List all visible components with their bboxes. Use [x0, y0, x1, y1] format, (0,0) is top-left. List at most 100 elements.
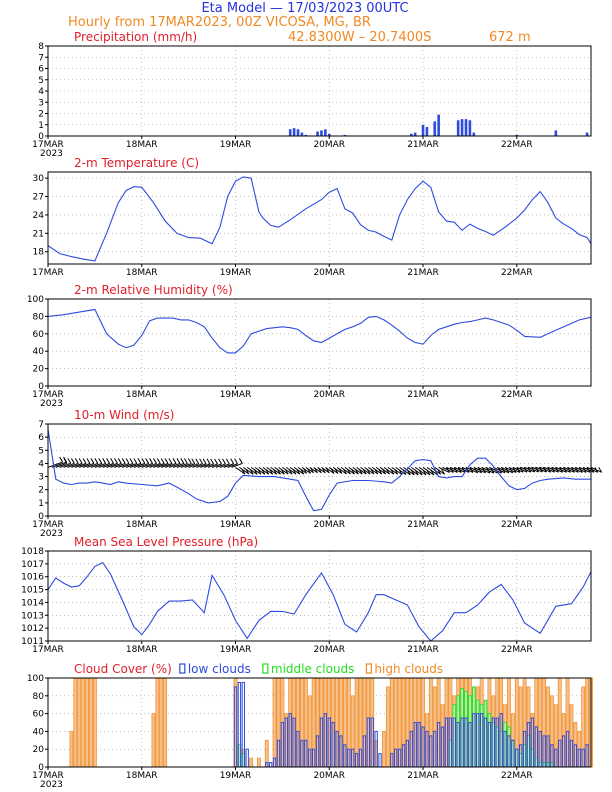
legend-middle: middle clouds — [271, 662, 355, 676]
temp-panel: 18 21 24 27 30 17MAR 18MAR 19MAR 20MAR 21MAR 22MAR… — [32, 156, 592, 278]
wind-barb — [344, 466, 355, 475]
x-tick-label: 18MAR — [126, 771, 158, 781]
wind-barb-flag — [176, 458, 181, 464]
low-cloud-bar — [245, 748, 249, 768]
y-tick-label: 21 — [33, 229, 44, 239]
wind-barb-flag — [67, 458, 72, 464]
wind-barb-flag — [106, 458, 111, 464]
high-cloud-bar — [385, 686, 390, 768]
precip-bar — [288, 129, 292, 136]
y-tick-label: 100 — [27, 674, 44, 684]
wind-barb — [520, 466, 532, 473]
wind-barb — [442, 466, 454, 473]
y-tick-label: 0 — [38, 132, 44, 142]
wind-barb — [215, 463, 226, 468]
wind-barb-flag — [149, 458, 153, 464]
wind-barb — [289, 466, 301, 475]
wind-barb — [47, 461, 63, 468]
y-tick-label: 5 — [38, 76, 44, 86]
y-tick-label: 100 — [27, 295, 44, 305]
wind-barb — [63, 462, 75, 468]
wind-barb — [321, 466, 330, 474]
wind-barb-flag — [102, 458, 107, 464]
low-cloud-bar — [378, 753, 382, 768]
x-tick-label: 17MAR — [32, 771, 64, 781]
rh-frame — [47, 298, 592, 387]
cloud-frame — [47, 677, 592, 768]
wind-barb — [450, 466, 462, 473]
wind-barb-flag — [125, 458, 130, 464]
wind-barb — [481, 466, 494, 474]
wind-barb — [555, 466, 567, 473]
y-tick-label: 2 — [38, 110, 44, 120]
wind-barb — [567, 466, 579, 473]
y-tick-label: 40 — [33, 727, 45, 737]
wind-barb — [371, 466, 382, 475]
wind-barb — [473, 466, 486, 474]
wind-barb — [407, 466, 419, 476]
wind-barb-flag — [202, 458, 207, 465]
high-cloud-bar — [272, 677, 277, 768]
precip-bar — [324, 129, 327, 136]
wind-barb — [59, 462, 71, 468]
x-tick-label: 17MAR — [32, 140, 64, 150]
wind-barb-flag — [78, 458, 83, 464]
y-tick-label: 27 — [33, 193, 44, 203]
wind-barb-flag — [137, 458, 142, 464]
precip-bar — [460, 119, 464, 136]
wind-barb — [352, 466, 363, 475]
wind-barb — [293, 466, 304, 475]
y-tick-label: 0 — [38, 763, 44, 773]
temp-title: 2-m Temperature (C) — [74, 156, 199, 170]
wind-barb — [325, 466, 335, 474]
precip-bar — [320, 130, 323, 136]
y-tick-label: 24 — [33, 211, 45, 221]
wind-barb — [364, 466, 375, 475]
high-cloud-bar — [81, 677, 86, 768]
wind-barb — [184, 463, 195, 468]
wind-barb — [586, 466, 598, 473]
precip-frame — [47, 45, 592, 137]
wind-barb-flag — [82, 458, 87, 464]
precip-bar — [300, 132, 304, 136]
wind-barb — [211, 463, 222, 468]
low-cloud-bar — [269, 762, 273, 768]
wind-barb — [141, 462, 153, 468]
wind-barb — [262, 466, 273, 475]
wind-barb — [129, 462, 142, 468]
wind-barb — [305, 466, 314, 474]
y-tick-label: 3 — [38, 473, 44, 483]
wind-barb-flag — [187, 458, 192, 464]
wind-barb-flag — [172, 458, 177, 464]
wind-barb — [297, 466, 307, 474]
high-cloud-bar — [382, 731, 386, 768]
temp-frame — [47, 171, 592, 265]
wind-barb-flag — [141, 458, 146, 464]
wind-barb — [55, 462, 68, 468]
rh-title: 2-m Relative Humidity (%) — [74, 283, 233, 297]
x-tick-label: 19MAR — [220, 268, 252, 278]
pressure-series-line — [47, 561, 592, 642]
y-tick-label: 20 — [33, 365, 45, 375]
wind-barb-flag — [168, 458, 173, 464]
wind-barb-flag — [94, 458, 99, 464]
wind-barb — [575, 466, 587, 473]
wind-barb-flag — [63, 458, 68, 464]
wind-barb — [176, 463, 188, 468]
wind-barb — [282, 466, 293, 475]
wind-barb — [516, 466, 528, 473]
high-cloud-bar — [69, 731, 74, 768]
wind-barb — [379, 466, 390, 475]
legend-high: high clouds — [374, 662, 443, 676]
x-tick-label: 21MAR — [407, 268, 439, 278]
coordinates: 42.8300W – 20.7400S — [288, 30, 431, 45]
legend-swatch-high — [365, 663, 373, 674]
wind-barb-flag — [199, 458, 204, 464]
wind-barb — [301, 466, 311, 474]
x-tick-label: 22MAR — [501, 390, 533, 400]
x-tick-label: 17MAR — [32, 390, 64, 400]
precip-bar — [472, 132, 476, 136]
wind-series-line — [47, 429, 591, 512]
